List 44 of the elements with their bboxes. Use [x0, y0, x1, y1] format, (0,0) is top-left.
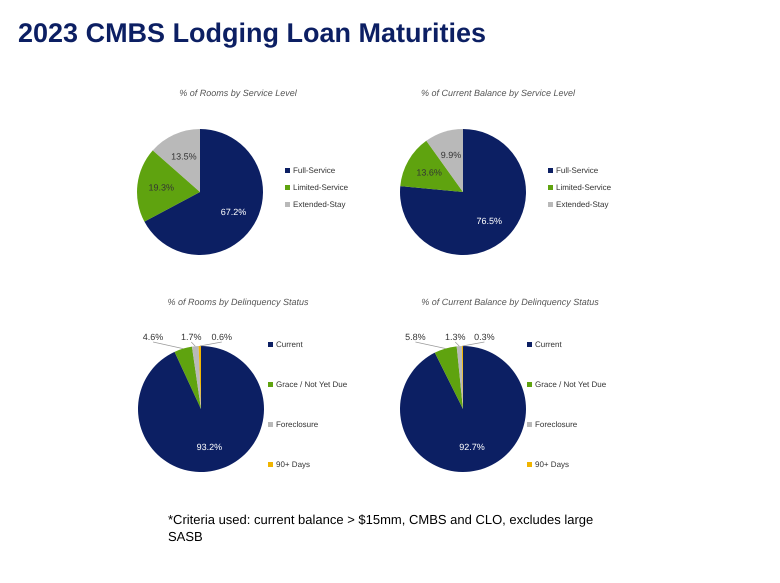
pie-slice [144, 129, 263, 255]
legend-label: Foreclosure [535, 420, 578, 428]
pie-slice [138, 346, 264, 472]
pie-slice [456, 346, 463, 409]
pie-slice [192, 346, 201, 409]
data-label: 13.5% [171, 151, 197, 162]
legend-label: 90+ Days [535, 460, 570, 468]
legend-label: Limited-Service [293, 182, 348, 192]
legend-label: Full-Service [556, 166, 598, 174]
data-label: 13.6% [416, 168, 442, 178]
pie-slice [400, 140, 463, 192]
chart-title: % of Current Balance by Delinquency Status [420, 297, 600, 309]
data-label: 92.7% [459, 442, 485, 452]
text: 2023 CMBS Lodging Loan Maturities [18, 18, 486, 49]
data-label: 19.3% [148, 182, 174, 192]
text: *Criteria used: current balance > $15mm, CMBS and CLO, excludes large SASB [168, 511, 594, 545]
pie-slice [137, 150, 200, 222]
legend-label: Foreclosure [276, 420, 318, 428]
data-label: 1.7% [181, 332, 202, 342]
chart-title: % of Rooms by Service Level [178, 88, 298, 100]
data-label: 1.3% [444, 332, 466, 342]
data-label: 67.2% [220, 207, 246, 218]
data-label: 93.2% [196, 442, 222, 452]
legend-label: Extended-Stay [293, 200, 346, 208]
data-label: 9.9% [440, 150, 462, 160]
pie-slice [400, 129, 526, 255]
chart-title: % of Current Balance by Service Level [420, 88, 576, 100]
legend-label: Current [276, 340, 303, 348]
pie-slice [400, 346, 526, 472]
data-label: 0.3% [474, 332, 495, 342]
legend-label: Grace / Not Yet Due [276, 380, 348, 388]
legend-label: Grace / Not Yet Due [535, 380, 606, 388]
legend-label: Limited-Service [556, 182, 612, 192]
pie-slice [434, 346, 463, 409]
legend-label: Current [535, 340, 562, 348]
chart-title: % of Rooms by Delinquency Status [166, 297, 310, 309]
data-label: 76.5% [476, 216, 502, 226]
legend-label: 90+ Days [276, 460, 310, 468]
data-label: 5.8% [405, 332, 426, 342]
legend-label: Extended-Stay [556, 200, 608, 208]
data-label: 4.6% [142, 332, 164, 342]
data-label: 0.6% [212, 332, 232, 342]
legend-label: Full-Service [293, 166, 336, 174]
pie-slice [174, 346, 201, 409]
